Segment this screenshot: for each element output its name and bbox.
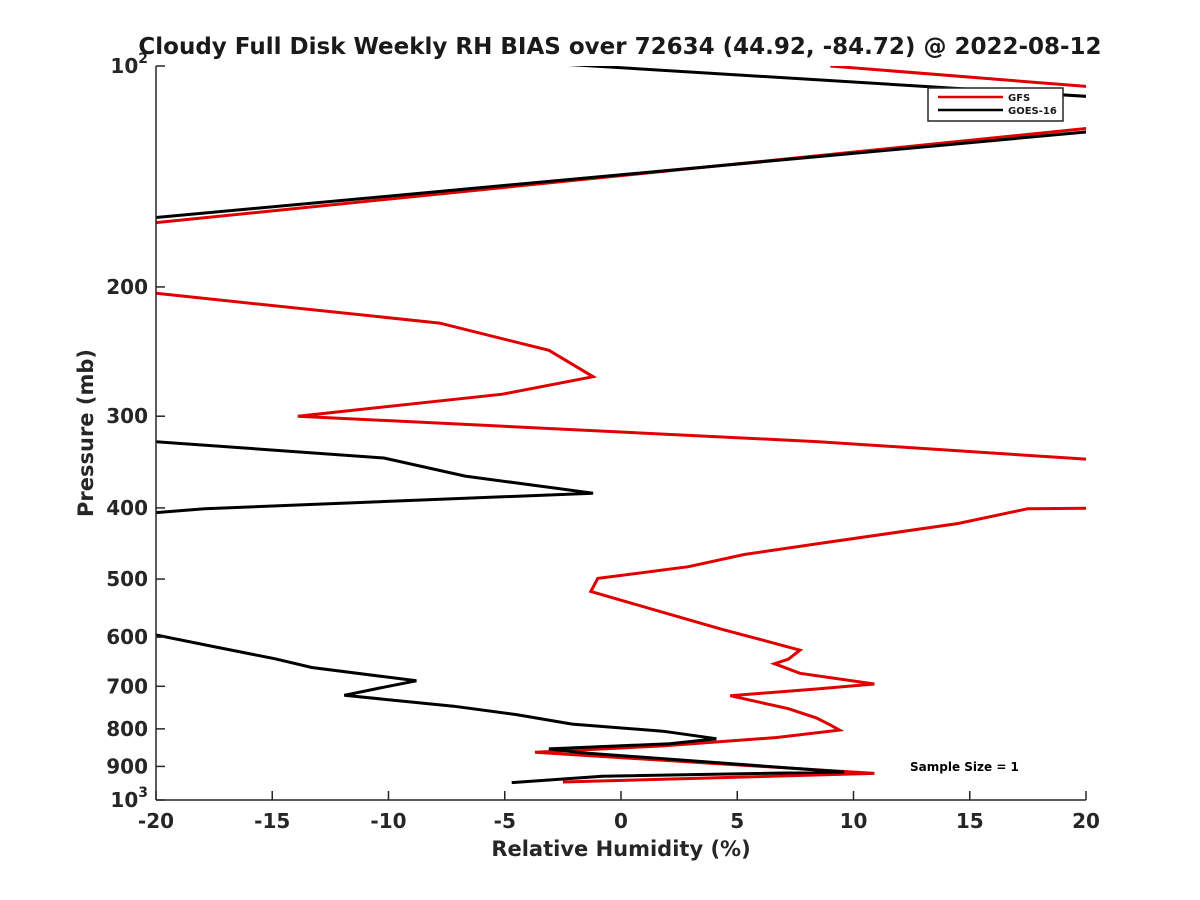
series-layer	[156, 66, 1086, 785]
y-tick-label: 500	[106, 567, 148, 591]
y-tick-label: 900	[106, 754, 148, 778]
x-tick-label: -5	[494, 809, 516, 833]
y-tick-label: 102	[110, 51, 148, 78]
x-tick-label: 15	[956, 809, 984, 833]
y-ticks: 102 200 300 400 500 600 700 800 900 103	[106, 51, 165, 812]
x-tick-label: 0	[614, 809, 628, 833]
x-tick-label: 20	[1072, 809, 1100, 833]
y-tick-label: 400	[106, 496, 148, 520]
series-line-gfs	[156, 66, 1086, 784]
x-axis-label: Relative Humidity (%)	[491, 837, 750, 861]
legend-box	[927, 87, 1064, 122]
sample-size-annotation: Sample Size = 1	[910, 760, 1019, 774]
y-tick-label: 800	[106, 717, 148, 741]
legend: GFS GOES-16	[927, 87, 1064, 122]
chart-title: Cloudy Full Disk Weekly RH BIAS over 726…	[138, 34, 1101, 60]
x-ticks: -20 -15 -10 -5 0 5 10 15 20	[138, 791, 1100, 833]
legend-label-gfs: GFS	[1008, 93, 1030, 104]
y-tick-label: 300	[106, 404, 148, 428]
x-tick-label: 5	[730, 809, 744, 833]
y-tick-label: 700	[106, 674, 148, 698]
x-tick-label: -20	[138, 809, 174, 833]
y-axis-label: Pressure (mb)	[74, 349, 98, 517]
y-tick-label: 600	[106, 625, 148, 649]
legend-label-goes-16: GOES-16	[1008, 106, 1057, 117]
series-line-goes-16	[156, 66, 1086, 785]
y-tick-label: 103	[110, 785, 148, 812]
x-tick-label: -10	[370, 809, 406, 833]
x-tick-label: 10	[840, 809, 868, 833]
x-tick-label: -15	[254, 809, 290, 833]
y-tick-label: 200	[106, 275, 148, 299]
